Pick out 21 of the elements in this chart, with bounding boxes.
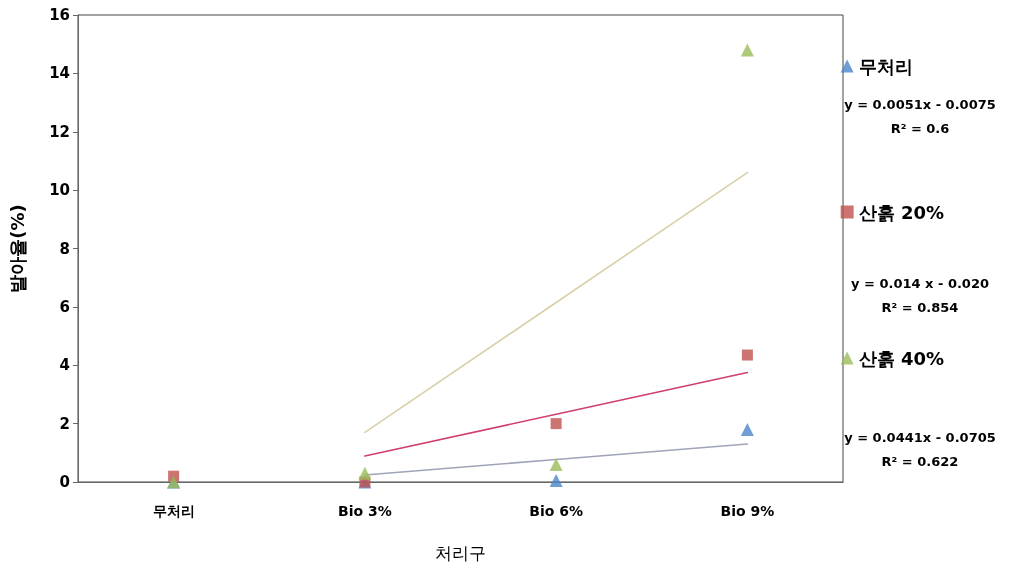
x-axis-title: 처리구 — [435, 542, 486, 563]
y-tick-label: 0 — [59, 473, 70, 491]
x-tick-label: Bio 6% — [529, 503, 583, 519]
y-tick-label: 10 — [49, 181, 70, 200]
x-tick-label: Bio 9% — [720, 503, 775, 519]
legend-label: 무처리 — [858, 55, 913, 77]
y-tick-label: 2 — [59, 414, 70, 433]
y-tick-label: 12 — [49, 122, 70, 141]
x-tick-label: Bio 3% — [338, 503, 392, 519]
text: y = 0.014 x - 0.020 R² = 0.854 — [850, 275, 990, 315]
y-axis-title: 발아율(%) — [6, 204, 28, 293]
legend-label: 산흙 20% — [858, 201, 945, 223]
y-tick-label: 6 — [59, 297, 70, 316]
text: y = 0.0441x - 0.0705 R² = 0.622 — [844, 429, 996, 469]
y-tick-label: 4 — [59, 356, 70, 375]
y-tick-label: 14 — [49, 64, 70, 83]
y-tick-label: 16 — [49, 6, 70, 24]
y-tick-label: 8 — [59, 239, 70, 258]
text: y = 0.0051x - 0.0075 R² = 0.6 — [844, 96, 996, 136]
legend-label: 산흙 40% — [858, 347, 945, 369]
x-tick-label: 무처리 — [152, 503, 195, 519]
